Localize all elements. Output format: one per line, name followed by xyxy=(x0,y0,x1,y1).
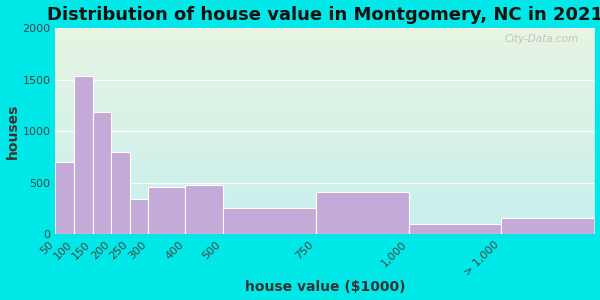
Bar xyxy=(185,185,223,234)
Bar xyxy=(316,192,409,234)
Bar xyxy=(74,76,92,234)
Y-axis label: houses: houses xyxy=(5,103,20,159)
Bar xyxy=(148,188,185,234)
Title: Distribution of house value in Montgomery, NC in 2021: Distribution of house value in Montgomer… xyxy=(47,6,600,24)
Bar xyxy=(223,208,316,234)
Bar xyxy=(409,224,502,234)
Text: City-Data.com: City-Data.com xyxy=(504,34,578,44)
X-axis label: house value ($1000): house value ($1000) xyxy=(245,280,405,294)
Bar xyxy=(111,152,130,234)
Bar xyxy=(502,218,595,234)
Bar xyxy=(55,162,74,234)
Bar xyxy=(130,199,148,234)
Bar xyxy=(92,112,111,234)
